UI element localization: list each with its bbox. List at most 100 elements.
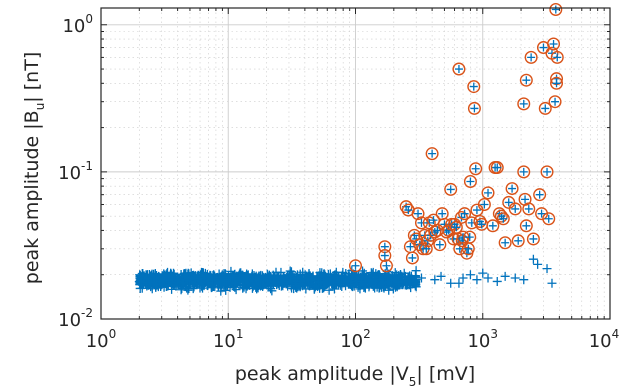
circled-point <box>349 259 363 273</box>
point-plus <box>519 99 528 108</box>
point-plus <box>351 261 360 270</box>
y-tick-label: 100 <box>62 12 93 37</box>
cloud-point <box>255 281 265 291</box>
point-plus <box>464 244 473 253</box>
point-circle <box>473 214 487 228</box>
point-plus <box>425 218 434 227</box>
cloud-point <box>324 285 334 295</box>
point-circle <box>494 209 508 223</box>
point-plus <box>460 209 469 218</box>
circled-point <box>526 232 540 246</box>
cloud-point <box>319 281 329 291</box>
y-tick-label: 10-2 <box>58 306 93 331</box>
circled-point <box>458 207 472 221</box>
point-plus <box>452 223 461 232</box>
circled-point <box>467 101 481 115</box>
cloud-point <box>241 271 251 281</box>
point-circle <box>517 97 531 111</box>
scatter-point <box>436 271 446 281</box>
point-plus <box>535 190 544 199</box>
tick-exponent: 4 <box>612 327 620 341</box>
circled-point <box>496 212 510 226</box>
cloud-point <box>385 281 395 291</box>
x-tick-label: 103 <box>467 327 498 352</box>
point-circle <box>349 259 363 273</box>
circled-point <box>379 259 393 273</box>
tick-base: 10 <box>86 331 109 352</box>
cloud-point <box>410 277 420 287</box>
cloud-point <box>401 280 411 290</box>
point-plus <box>551 5 560 14</box>
cloud-point <box>147 277 157 287</box>
cloud-point <box>266 284 276 294</box>
cloud-point <box>310 282 320 292</box>
point-plus <box>469 82 478 91</box>
point-circle <box>542 212 556 226</box>
point-circle <box>519 73 533 87</box>
circled-point <box>405 251 419 265</box>
circled-point <box>444 182 458 196</box>
point-plus <box>519 167 528 176</box>
point-circle <box>517 165 531 179</box>
x-axis-label-end: | [mV] <box>416 363 475 385</box>
tick-exponent: 0 <box>85 12 93 26</box>
tick-base: 10 <box>340 331 363 352</box>
point-circle <box>405 251 419 265</box>
point-circle <box>448 217 462 231</box>
circled-point <box>517 97 531 111</box>
cloud-point <box>377 278 387 288</box>
point-circle <box>505 182 519 196</box>
cloud-point <box>338 267 348 277</box>
cloud-point <box>165 274 175 284</box>
cloud-point <box>320 281 330 291</box>
point-circle <box>465 216 479 230</box>
point-plus <box>480 200 489 209</box>
point-circle <box>481 186 495 200</box>
point-circle <box>550 76 564 90</box>
tick-base: 10 <box>589 331 612 352</box>
cloud-point <box>169 280 179 290</box>
point-plus <box>380 251 389 260</box>
point-plus <box>504 198 513 207</box>
cloud-point <box>344 272 354 282</box>
x-tick-label: 100 <box>86 327 117 352</box>
point-circle <box>549 2 563 16</box>
circled-point <box>433 238 447 252</box>
point-circle <box>467 80 481 94</box>
tick-exponent: 1 <box>236 327 244 341</box>
cloud-point <box>394 277 404 287</box>
circled-point <box>524 50 538 64</box>
circled-point <box>486 219 500 233</box>
tick-base: 10 <box>62 16 85 37</box>
circled-point <box>519 219 533 233</box>
scatter-point <box>416 273 426 283</box>
circled-point <box>452 62 466 76</box>
circled-point <box>378 249 392 263</box>
point-plus <box>499 214 508 223</box>
point-plus <box>552 79 561 88</box>
point-circle <box>463 175 477 189</box>
scatter-point <box>454 278 464 288</box>
point-plus <box>429 216 438 225</box>
point-circle <box>540 165 554 179</box>
cloud-point <box>161 270 171 280</box>
cloud-point <box>378 277 388 287</box>
circled-point <box>550 76 564 90</box>
cloud-point <box>182 275 192 285</box>
point-circle <box>463 230 477 244</box>
point-circle <box>424 228 438 242</box>
scatter-point <box>458 273 468 283</box>
point-plus <box>414 209 423 218</box>
y-axis-label-sub: u <box>33 103 47 111</box>
cloud-point <box>270 272 280 282</box>
circled-point <box>542 212 556 226</box>
point-circle <box>548 95 562 109</box>
point-circle <box>458 207 472 221</box>
point-circle <box>452 62 466 76</box>
scatter-point <box>528 254 538 264</box>
point-circle <box>433 238 447 252</box>
cloud-point <box>331 272 341 282</box>
circled-point <box>508 202 522 216</box>
point-circle <box>502 195 516 209</box>
point-plus <box>514 236 523 245</box>
